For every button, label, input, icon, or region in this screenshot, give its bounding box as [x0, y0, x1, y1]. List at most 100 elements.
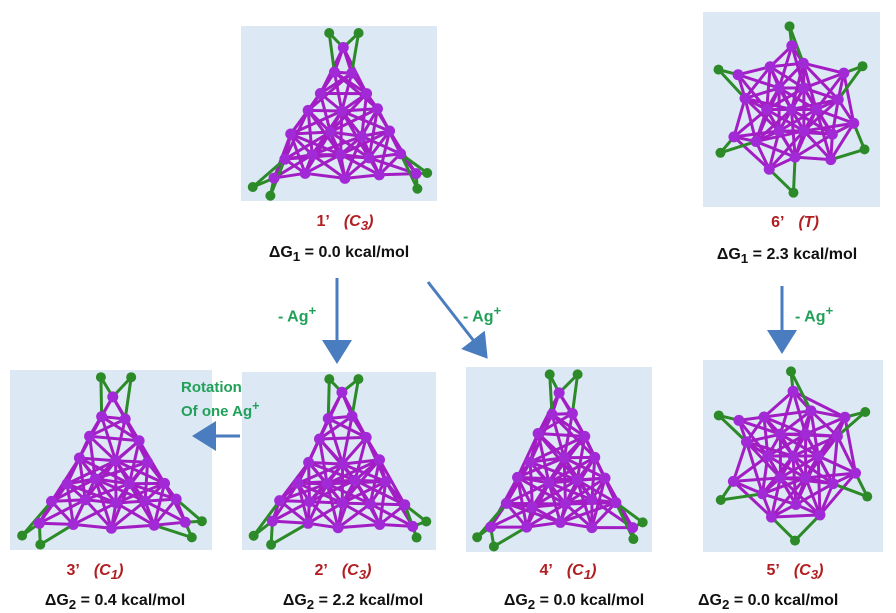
- silver-atom: [765, 511, 777, 523]
- ag-ag-bond: [341, 107, 378, 113]
- silver-atom: [512, 471, 524, 483]
- silver-atom: [361, 88, 373, 100]
- ag-ag-bond: [318, 415, 353, 441]
- silver-atom: [346, 67, 358, 79]
- structure-2-energy: ΔG2 = 2.2 kcal/mol: [282, 592, 424, 613]
- ag-ag-bond: [746, 432, 781, 444]
- silver-atom: [589, 451, 601, 463]
- ligand-bond: [403, 504, 419, 539]
- ag-ag-bond: [803, 71, 845, 90]
- cluster-4-drawing: [472, 369, 648, 552]
- ag-ag-bond: [803, 86, 839, 101]
- structure-1-name: 1’: [316, 213, 330, 230]
- ag-ag-bond: [525, 502, 567, 529]
- ligand-bond: [837, 65, 864, 101]
- ligand-bond: [123, 376, 133, 420]
- ligand-bond: [327, 32, 336, 73]
- ag-ag-bond: [804, 477, 822, 516]
- ag-ag-bond: [304, 171, 346, 180]
- silver-atom: [727, 475, 739, 487]
- ligand-atom: [862, 491, 873, 502]
- silver-atom: [336, 105, 348, 117]
- ag-ag-bond: [810, 409, 846, 419]
- silver-atom: [303, 496, 315, 508]
- ag-ag-bond: [77, 457, 87, 500]
- ag-ag-bond: [737, 419, 769, 457]
- ag-ag-bond: [361, 134, 402, 156]
- ag-ag-bond: [505, 501, 561, 524]
- silver-atom: [774, 472, 786, 484]
- ligand-atom: [786, 366, 797, 377]
- silver-atom: [831, 430, 843, 442]
- ag-ag-bond: [308, 478, 356, 503]
- ag-ag-bond: [318, 93, 332, 133]
- silver-atom: [750, 135, 762, 147]
- silver-atom: [810, 104, 822, 115]
- ag-ag-bond: [778, 62, 805, 90]
- structure-5-name: 5’: [766, 562, 780, 579]
- ag-ag-bond: [278, 499, 310, 525]
- ligand-bond: [476, 502, 508, 539]
- silver-atom: [732, 69, 744, 81]
- silver-atom: [364, 498, 376, 510]
- silver-atom: [371, 103, 383, 115]
- silver-atom: [266, 515, 278, 527]
- silver-atom: [380, 476, 392, 488]
- structure-3-panel: [10, 370, 212, 550]
- silver-atom: [337, 458, 349, 470]
- ag-ag-bond: [65, 483, 75, 525]
- silver-atom: [571, 474, 583, 486]
- structure-4-symmetry: (C1): [566, 562, 597, 583]
- silver-atom: [159, 477, 171, 489]
- ligand-atom: [266, 539, 277, 550]
- structure-3-label: 3’ (C1): [40, 562, 150, 582]
- ag-ag-bond: [795, 482, 834, 506]
- silver-atom: [814, 509, 826, 521]
- ligand-atom: [186, 532, 197, 543]
- silver-atom: [524, 456, 536, 468]
- ligand-atom: [472, 532, 483, 543]
- ag-ag-bond: [341, 436, 368, 466]
- ag-ag-bond: [536, 433, 551, 484]
- silver-atom: [825, 154, 837, 166]
- silver-atom: [67, 518, 79, 530]
- rotation-label: Rotation Of one Ag+: [181, 379, 260, 420]
- silver-atom: [798, 125, 810, 137]
- ligand-bond: [493, 525, 528, 548]
- ag-ag-bond: [745, 440, 782, 479]
- ag-ag-bond: [307, 501, 344, 525]
- ag-ag-bond: [791, 455, 798, 505]
- ag-ag-bond: [342, 458, 380, 466]
- ag-ag-bond: [790, 62, 805, 110]
- ag-ag-bond: [746, 440, 794, 458]
- structure-4-panel: [466, 367, 652, 552]
- ligand-bond: [153, 523, 193, 539]
- ligand-bond: [326, 379, 331, 419]
- structure-1-symmetry: (C3): [343, 213, 374, 234]
- silver-atom: [739, 92, 751, 104]
- ag-ag-bond: [559, 498, 593, 524]
- ag-ag-bond: [353, 437, 368, 481]
- ag-ag-bond: [290, 130, 331, 136]
- silver-atom: [299, 167, 311, 179]
- silver-atom: [773, 82, 785, 94]
- ag-ag-bond: [308, 108, 342, 113]
- structure-6-panel: [703, 12, 880, 207]
- silver-atom: [728, 131, 740, 143]
- ag-ag-bond: [516, 476, 567, 506]
- silver-atom: [107, 391, 119, 403]
- ag-ag-bond: [94, 460, 148, 481]
- silver-atom: [579, 430, 591, 442]
- ag-ag-bond: [763, 415, 807, 436]
- ligand-atom: [784, 21, 795, 32]
- ag-ag-bond: [66, 459, 117, 486]
- silver-atom: [302, 104, 314, 116]
- silver-atom: [812, 450, 824, 462]
- ag-ag-bond: [802, 61, 845, 75]
- ag-ag-bond: [50, 477, 96, 503]
- ag-ag-bond: [319, 435, 367, 441]
- ag-ag-bond: [326, 418, 345, 465]
- ag-ag-bond: [93, 478, 113, 529]
- ag-ag-bond: [290, 132, 342, 156]
- ag-ag-bond: [377, 130, 392, 176]
